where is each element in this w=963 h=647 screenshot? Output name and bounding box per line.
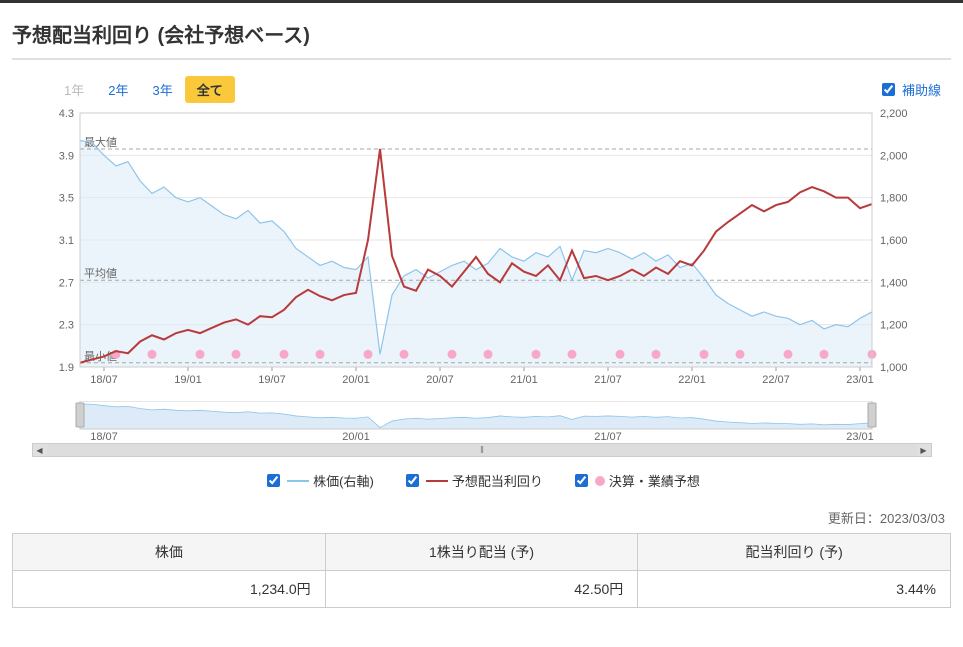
svg-text:2.3: 2.3 bbox=[58, 320, 73, 332]
page-title: 予想配当利回り (会社予想ベース) bbox=[12, 19, 951, 60]
svg-text:23/01: 23/01 bbox=[846, 374, 874, 386]
svg-text:19/07: 19/07 bbox=[258, 374, 286, 386]
legend-dot-swatch bbox=[595, 476, 605, 486]
brush-chart[interactable]: 18/07 20/01 21/07 23/01 bbox=[32, 401, 932, 443]
update-date: 更新日：2023/03/03 bbox=[12, 508, 945, 527]
legend-label: 株価(右軸) bbox=[313, 471, 374, 490]
svg-text:2.7: 2.7 bbox=[58, 277, 73, 289]
svg-text:3.9: 3.9 bbox=[58, 150, 73, 162]
aux-line-label: 補助線 bbox=[902, 80, 941, 99]
scroll-track[interactable] bbox=[47, 444, 917, 456]
legend-checkbox[interactable] bbox=[575, 474, 588, 487]
range-button-1年: 1年 bbox=[52, 76, 96, 103]
legend-label: 予想配当利回り bbox=[452, 471, 543, 490]
main-chart: 最大値平均値最小値1.92.32.73.13.53.94.31,0001,200… bbox=[32, 107, 932, 397]
svg-text:1.9: 1.9 bbox=[58, 362, 73, 374]
table-cell: 1,234.0円 bbox=[13, 571, 326, 608]
svg-text:19/01: 19/01 bbox=[174, 374, 202, 386]
range-controls: 1年2年3年全て 補助線 bbox=[52, 76, 951, 103]
svg-text:平均値: 平均値 bbox=[84, 267, 117, 280]
svg-text:1,200: 1,200 bbox=[880, 320, 908, 332]
legend-item[interactable]: 株価(右軸) bbox=[263, 471, 374, 490]
table-header: 株価 bbox=[13, 534, 326, 571]
range-button-3年[interactable]: 3年 bbox=[140, 76, 184, 103]
legend-item[interactable]: 決算・業績予想 bbox=[571, 471, 700, 490]
svg-text:3.1: 3.1 bbox=[58, 235, 73, 247]
scroll-left-button[interactable]: ◀ bbox=[33, 444, 47, 456]
summary-table: 株価1株当り配当 (予)配当利回り (予) 1,234.0円42.50円3.44… bbox=[12, 533, 951, 608]
chart-scrollbar[interactable]: ◀ ▶ bbox=[32, 443, 932, 457]
svg-text:22/01: 22/01 bbox=[678, 374, 706, 386]
range-button-全て[interactable]: 全て bbox=[185, 76, 235, 103]
svg-text:2,200: 2,200 bbox=[880, 108, 908, 120]
svg-text:22/07: 22/07 bbox=[762, 374, 790, 386]
svg-text:21/07: 21/07 bbox=[594, 431, 622, 443]
chart-legend: 株価(右軸) 予想配当利回り 決算・業績予想 bbox=[12, 471, 951, 490]
svg-text:1,600: 1,600 bbox=[880, 235, 908, 247]
svg-text:3.5: 3.5 bbox=[58, 193, 73, 205]
table-cell: 3.44% bbox=[638, 571, 951, 608]
aux-line-checkbox[interactable] bbox=[882, 83, 895, 96]
svg-text:1,000: 1,000 bbox=[880, 362, 908, 374]
aux-line-toggle[interactable]: 補助線 bbox=[878, 80, 941, 99]
range-button-2年[interactable]: 2年 bbox=[96, 76, 140, 103]
legend-line-swatch bbox=[426, 480, 448, 482]
svg-text:1,800: 1,800 bbox=[880, 193, 908, 205]
svg-text:18/07: 18/07 bbox=[90, 431, 118, 443]
svg-text:23/01: 23/01 bbox=[846, 431, 874, 443]
svg-text:4.3: 4.3 bbox=[58, 108, 73, 120]
legend-checkbox[interactable] bbox=[267, 474, 280, 487]
table-header: 1株当り配当 (予) bbox=[325, 534, 638, 571]
svg-text:21/01: 21/01 bbox=[510, 374, 538, 386]
svg-text:20/07: 20/07 bbox=[426, 374, 454, 386]
svg-text:20/01: 20/01 bbox=[342, 431, 370, 443]
scroll-right-button[interactable]: ▶ bbox=[917, 444, 931, 456]
svg-text:1,400: 1,400 bbox=[880, 277, 908, 289]
table-cell: 42.50円 bbox=[325, 571, 638, 608]
legend-line-swatch bbox=[287, 480, 309, 482]
svg-text:21/07: 21/07 bbox=[594, 374, 622, 386]
legend-label: 決算・業績予想 bbox=[609, 471, 700, 490]
svg-text:20/01: 20/01 bbox=[342, 374, 370, 386]
legend-checkbox[interactable] bbox=[406, 474, 419, 487]
table-header: 配当利回り (予) bbox=[638, 534, 951, 571]
svg-text:2,000: 2,000 bbox=[880, 150, 908, 162]
svg-text:18/07: 18/07 bbox=[90, 374, 118, 386]
legend-item[interactable]: 予想配当利回り bbox=[402, 471, 543, 490]
